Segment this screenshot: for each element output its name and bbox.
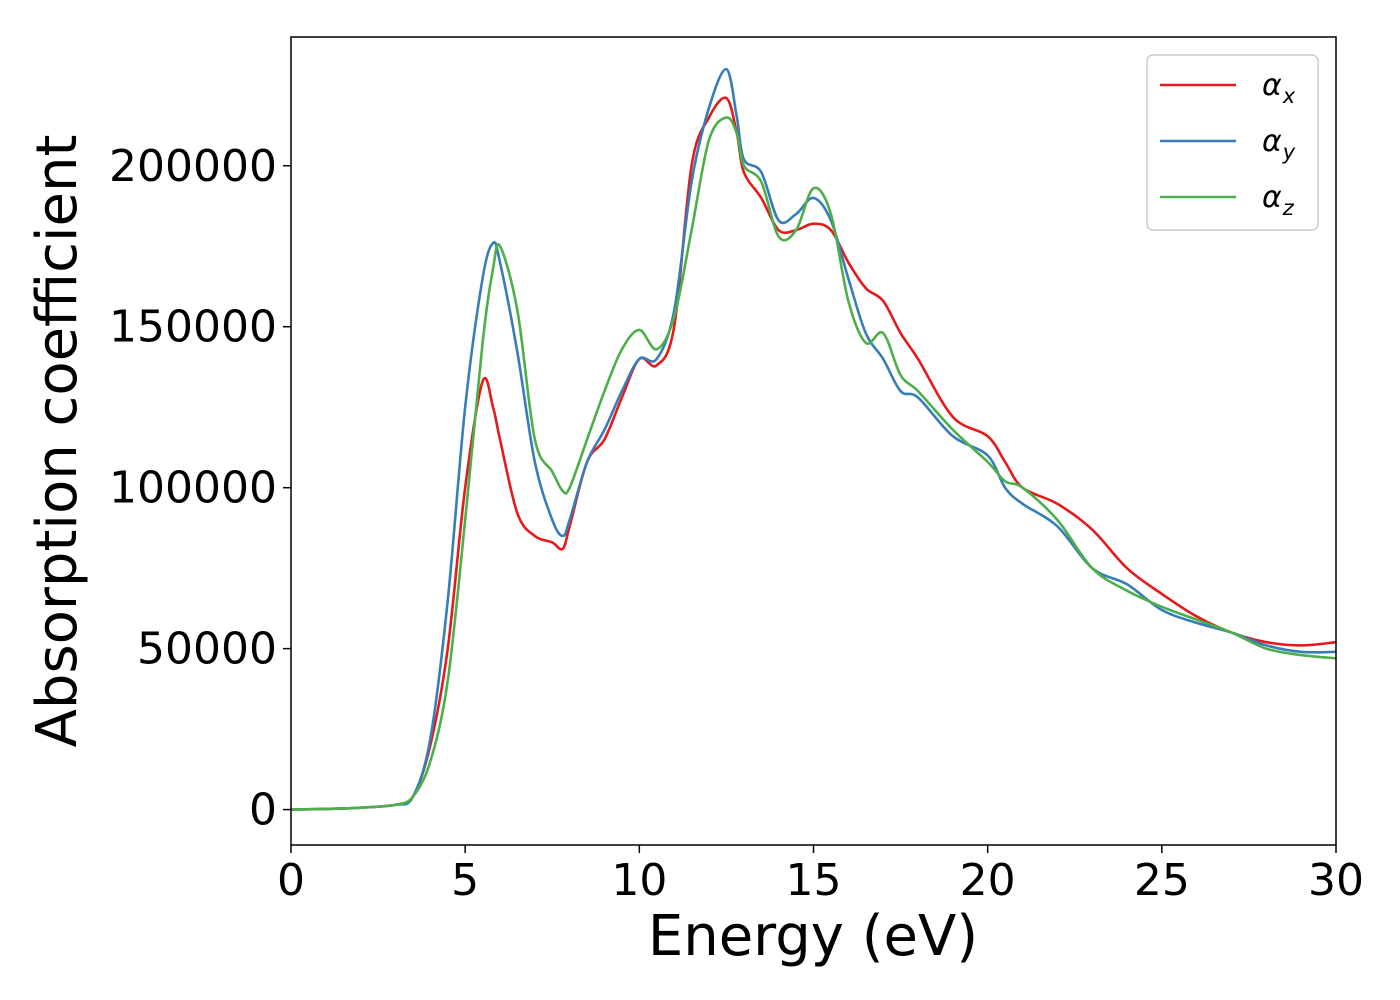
x-tick-label: 0 (277, 855, 305, 906)
y-tick-label: 100000 (109, 463, 277, 514)
x-tick-label: 30 (1308, 855, 1364, 906)
series-line-alpha-z (290, 116, 1337, 811)
x-tick-label: 15 (786, 855, 842, 906)
x-axis-title: Energy (eV) (648, 904, 978, 969)
y-axis-title: Absorption coefficient (25, 135, 90, 748)
x-tick-label: 20 (960, 855, 1016, 906)
x-tick-label: 5 (451, 855, 479, 906)
series-lines (290, 67, 1337, 811)
legend-box (1146, 54, 1319, 231)
x-axis-ticks: 0 5 10 15 20 25 30 (277, 845, 1364, 906)
x-tick-label: 10 (611, 855, 667, 906)
y-tick-label: 0 (249, 785, 277, 836)
y-axis-ticks: 0 50000 100000 150000 200000 (109, 141, 291, 836)
legend-subscript: y (1282, 140, 1296, 164)
y-tick-label: 50000 (137, 624, 277, 675)
legend-label-alpha-x: αx (1262, 68, 1296, 108)
legend-label-alpha-y: αy (1262, 124, 1296, 164)
series-line-alpha-y (290, 67, 1337, 811)
x-tick-label: 25 (1134, 855, 1190, 906)
legend-subscript: z (1282, 196, 1295, 220)
legend-subscript: x (1282, 84, 1296, 108)
y-tick-label: 200000 (109, 141, 277, 192)
y-tick-label: 150000 (109, 302, 277, 353)
